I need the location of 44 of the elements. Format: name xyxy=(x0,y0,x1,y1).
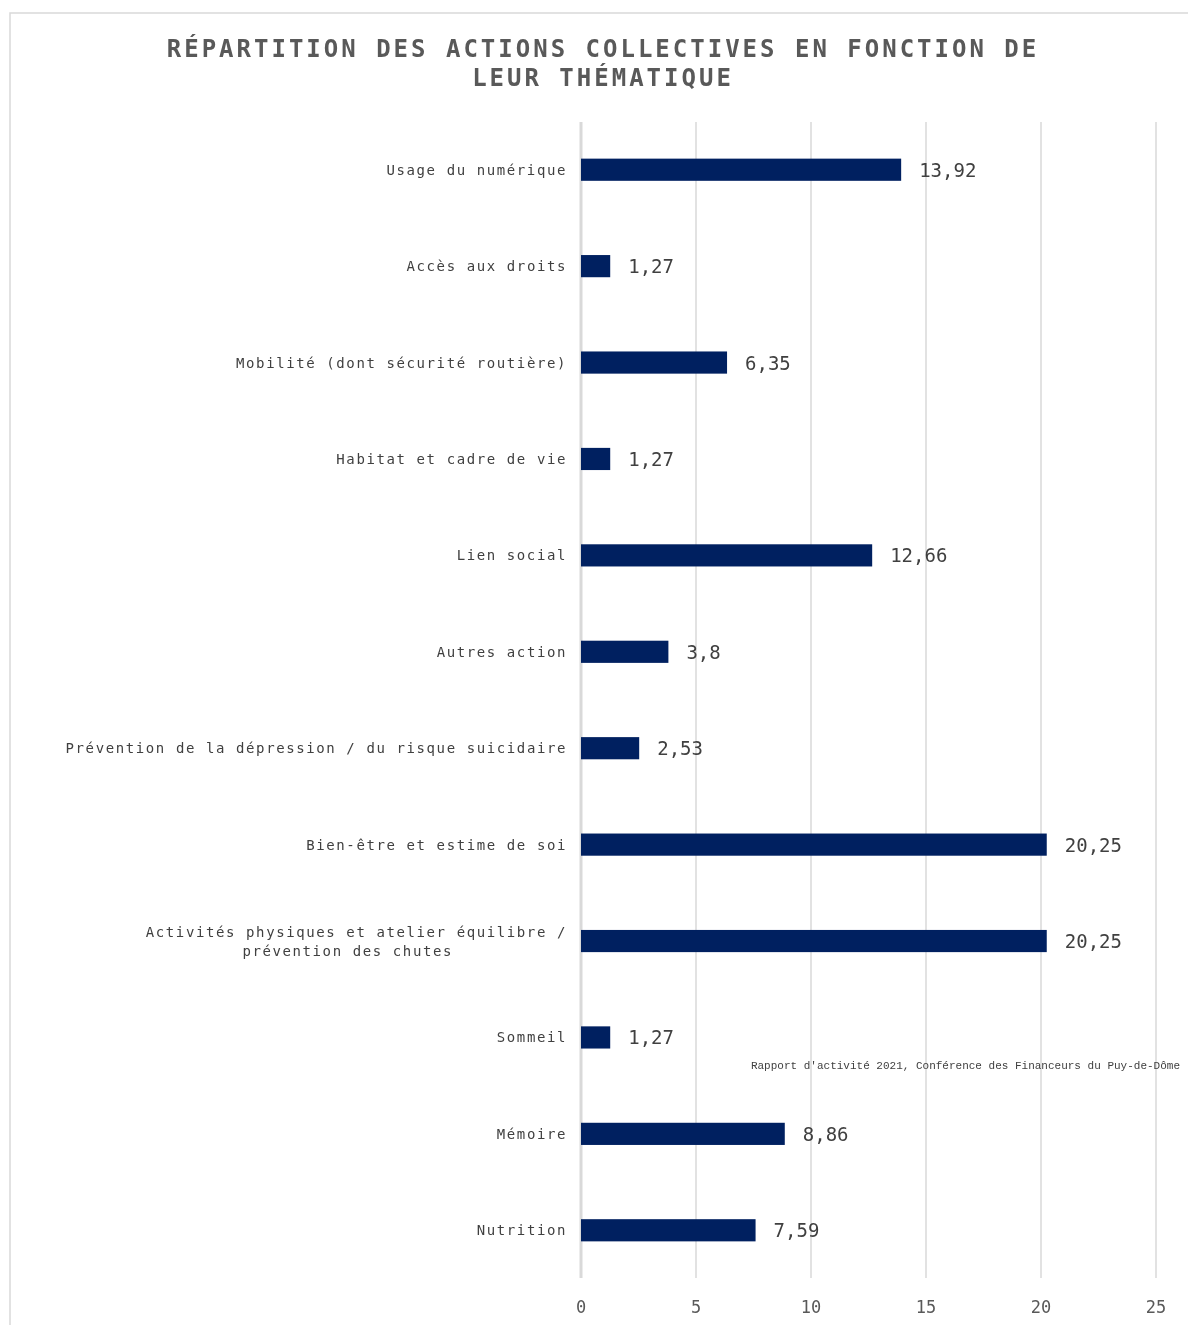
data-label: 1,27 xyxy=(628,1026,674,1049)
y-tick-label: Activités physiques et atelier équilibre / prévention des chutes xyxy=(145,923,567,959)
y-tick-label: Prévention de la dépression / du risque suicidaire xyxy=(65,740,567,757)
bar xyxy=(581,1122,785,1145)
bar xyxy=(581,640,669,663)
y-tick-label: Accès aux droits xyxy=(406,258,567,275)
y-tick-label: Sommeil xyxy=(496,1029,567,1046)
bar xyxy=(581,1219,756,1242)
data-label: 20,25 xyxy=(1064,930,1122,953)
data-label: 7,59 xyxy=(773,1219,820,1242)
y-tick-label: Usage du numérique xyxy=(386,161,567,178)
bar xyxy=(581,544,873,567)
y-tick-label: Mémoire xyxy=(496,1125,567,1142)
data-label: 6,35 xyxy=(745,351,791,374)
data-label: 3,8 xyxy=(686,640,721,663)
data-label: 1,27 xyxy=(628,255,674,278)
bar xyxy=(581,255,611,278)
bar xyxy=(581,833,1047,856)
bar xyxy=(581,737,640,760)
data-label: 8,86 xyxy=(802,1122,849,1145)
x-tick-label: 0 xyxy=(575,1297,587,1317)
bar xyxy=(581,447,611,471)
bar xyxy=(581,158,902,181)
bar xyxy=(581,1026,611,1049)
x-tick-label: 15 xyxy=(915,1297,937,1317)
data-label: 2,53 xyxy=(657,737,703,760)
data-label: 12,66 xyxy=(890,544,948,567)
y-tick-label: Habitat et cadre de vie xyxy=(336,450,567,467)
x-tick-label: 10 xyxy=(800,1297,822,1317)
data-label: 1,27 xyxy=(628,447,674,470)
x-tick-label: 25 xyxy=(1145,1297,1167,1317)
y-tick-label: Autres action xyxy=(436,643,567,660)
annotation: Rapport d'activité 2021, Conférence des Financeurs du Puy-de-Dôme xyxy=(750,1060,1180,1072)
bar xyxy=(581,351,728,374)
y-tick-label: Mobilité (dont sécurité routière) xyxy=(236,354,567,371)
y-tick-label: Nutrition xyxy=(476,1222,567,1239)
data-label: 13,92 xyxy=(919,158,977,181)
x-tick-label: 5 xyxy=(690,1297,702,1317)
x-tick-label: 20 xyxy=(1030,1297,1052,1317)
y-tick-label: Lien social xyxy=(456,547,567,564)
y-tick-label: Bien-être et estime de soi xyxy=(306,836,567,853)
bar xyxy=(581,929,1047,953)
chart-title: RÉPARTITION DES ACTIONS COLLECTIVES EN FONCTION DE LEUR THÉMATIQUE xyxy=(166,34,1040,92)
data-label: 20,25 xyxy=(1064,833,1122,856)
